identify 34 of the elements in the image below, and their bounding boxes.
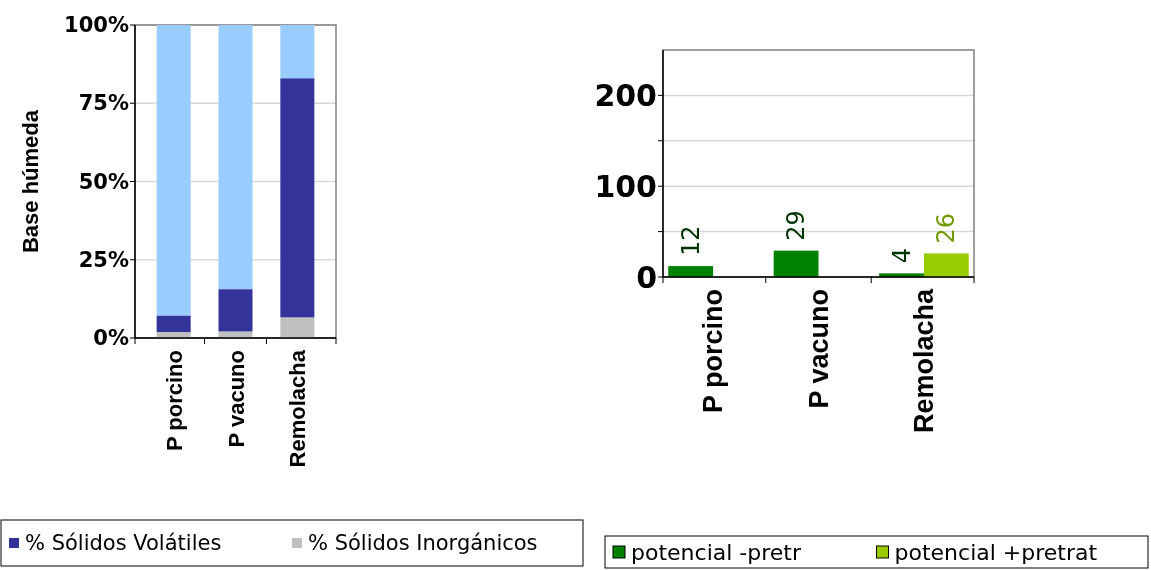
- y-tick-label: 0: [636, 259, 657, 295]
- x-tick-label: Remolacha: [908, 288, 939, 434]
- bar: [218, 25, 253, 290]
- legend-label: % Sólidos Volátiles: [25, 531, 222, 555]
- bar: [668, 266, 714, 277]
- legend-label: potencial -pretr: [631, 539, 802, 565]
- bar: [156, 25, 191, 316]
- bar: [280, 25, 315, 79]
- data-label: 4: [887, 248, 916, 264]
- y-tick-label: 50%: [78, 169, 129, 194]
- data-label: 29: [782, 210, 811, 241]
- bar: [773, 250, 819, 277]
- x-tick-label: P porcino: [698, 289, 729, 414]
- y-tick-label: 25%: [78, 247, 129, 272]
- y-axis-title: Base húmeda: [17, 109, 43, 254]
- x-tick-label: Remolacha: [284, 349, 310, 468]
- data-label: 26: [932, 212, 961, 244]
- y-tick-label: 100: [594, 168, 657, 204]
- y-tick-label: 200: [594, 77, 657, 113]
- legend-label: potencial +pretrat: [894, 539, 1098, 565]
- bar: [218, 331, 253, 338]
- x-tick-label: P vacuno: [803, 289, 834, 409]
- x-tick-label: P vacuno: [223, 350, 248, 448]
- bar: [923, 253, 969, 277]
- y-tick-label: 0%: [93, 326, 129, 350]
- bar: [156, 315, 191, 333]
- bar: [280, 317, 315, 338]
- bar: [218, 289, 253, 332]
- y-tick-label: 100%: [64, 13, 129, 37]
- bar: [280, 78, 315, 318]
- data-label: 12: [676, 225, 705, 257]
- y-tick-label: 75%: [78, 91, 129, 116]
- legend-label: % Sólidos Inorgánicos: [308, 531, 538, 555]
- x-tick-label: P porcino: [161, 350, 187, 452]
